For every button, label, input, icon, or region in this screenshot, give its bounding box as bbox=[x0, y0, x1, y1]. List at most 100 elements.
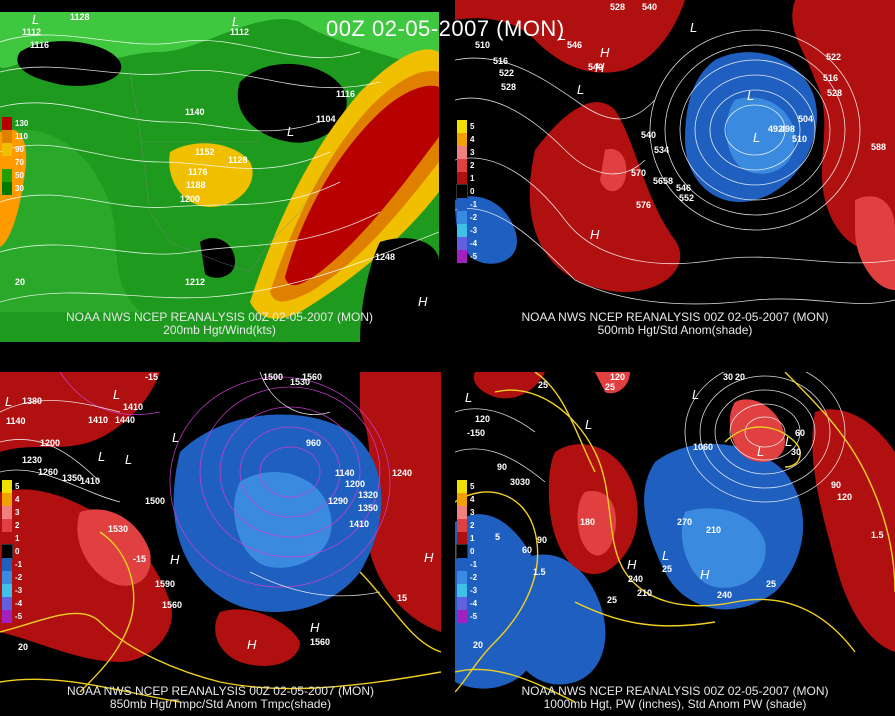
legend-entry: 130 bbox=[2, 117, 28, 130]
legend-label: 110 bbox=[15, 132, 28, 141]
legend-swatch bbox=[2, 597, 12, 610]
legend-entry: 30 bbox=[2, 182, 28, 195]
contour-label: 1116 bbox=[336, 89, 356, 99]
high-pressure-marker: H bbox=[247, 637, 257, 652]
legend-entry: 1 bbox=[457, 172, 477, 185]
contour-label: 1200 bbox=[180, 194, 201, 204]
contour-label: 1440 bbox=[115, 415, 136, 425]
legend-label: -1 bbox=[470, 560, 478, 569]
legend-entry: -3 bbox=[457, 224, 477, 237]
low-pressure-marker: L bbox=[690, 20, 698, 35]
legend-label: 2 bbox=[470, 521, 475, 530]
legend-label: 0 bbox=[470, 547, 475, 556]
legend-swatch bbox=[457, 237, 467, 250]
panel-caption-source: NOAA NWS NCEP REANALYSIS 00Z 02-05-2007 … bbox=[67, 684, 374, 698]
legend-label: 30 bbox=[15, 184, 24, 193]
legend-entry: -1 bbox=[457, 558, 477, 571]
legend-entry: 3 bbox=[457, 506, 477, 519]
legend-entry: 5 bbox=[2, 480, 22, 493]
contour-label: 1200 bbox=[345, 479, 366, 489]
high-pressure-marker: H bbox=[310, 620, 320, 635]
contour-label: 3030 bbox=[510, 477, 531, 487]
contour-label: 1240 bbox=[392, 468, 413, 478]
legend-entry: -3 bbox=[457, 584, 477, 597]
panel-caption-field: 500mb Hgt/Std Anom(shade) bbox=[597, 323, 753, 337]
panel-200mb-height-wind: 130 110 90 70 50 30 1128 1116 1112 1112 1140 1152 1… bbox=[0, 12, 439, 342]
panel-caption-source: NOAA NWS NCEP REANALYSIS 00Z 02-05-2007 … bbox=[521, 684, 829, 698]
legend-swatch bbox=[2, 169, 12, 182]
legend-entry: -2 bbox=[457, 571, 477, 584]
legend-entry: 2 bbox=[457, 519, 477, 532]
legend-swatch bbox=[2, 156, 12, 169]
contour-label: 60 bbox=[522, 545, 533, 555]
contour-label: 570 bbox=[631, 168, 647, 178]
legend-label: 2 bbox=[15, 521, 20, 530]
low-pressure-marker: L bbox=[757, 444, 765, 459]
contour-label: 1128 bbox=[228, 155, 248, 165]
panel-1000mb-precipitable-water: 5 4 3 2 1 0 -1 -2 -3 -4 -5 120 30 20 25 25 120 -150 1060 9… bbox=[455, 372, 895, 716]
low-pressure-marker: L bbox=[98, 449, 106, 464]
legend-entry: -5 bbox=[2, 610, 22, 623]
contour-label: 1380 bbox=[22, 396, 43, 406]
panel-caption-field: 1000mb Hgt, PW (inches), Std Anom PW (sh… bbox=[543, 697, 807, 711]
low-pressure-marker: L bbox=[5, 394, 13, 409]
legend-std-anomaly: 5 4 3 2 1 0 -1 -2 -3 -4 -5 bbox=[1, 480, 22, 623]
contour-label: 20 bbox=[735, 372, 746, 382]
contour-label: 498 bbox=[780, 124, 796, 134]
contour-label: 1320 bbox=[358, 490, 379, 500]
contour-label: 1152 bbox=[195, 147, 215, 157]
legend-label: 3 bbox=[15, 508, 20, 517]
legend-entry: 2 bbox=[457, 159, 477, 172]
map-200mb-wind bbox=[0, 12, 439, 342]
legend-swatch bbox=[2, 182, 12, 195]
contour-label: 1500 bbox=[263, 372, 284, 382]
legend-swatch bbox=[457, 159, 467, 172]
map-1000mb-pw-anomaly bbox=[455, 372, 895, 716]
legend-swatch bbox=[457, 610, 467, 623]
legend-entry: 3 bbox=[457, 146, 477, 159]
contour-label: 1200 bbox=[40, 438, 61, 448]
legend-swatch bbox=[457, 120, 467, 133]
contour-label: 1350 bbox=[358, 503, 379, 513]
low-pressure-marker: L bbox=[585, 417, 593, 432]
panel-500mb-height-anomaly: 5 4 3 2 1 0 -1 -2 -3 -4 -5 528 540 510 516 522 528 546 54… bbox=[455, 0, 895, 342]
contour-label: 522 bbox=[826, 52, 842, 62]
contour-label: 1104 bbox=[316, 114, 336, 124]
contour-label: 240 bbox=[717, 590, 733, 600]
contour-label: 540 bbox=[641, 130, 657, 140]
contour-label: 510 bbox=[792, 134, 808, 144]
contour-label: 1260 bbox=[38, 467, 59, 477]
legend-std-anomaly: 5 4 3 2 1 0 -1 -2 -3 -4 -5 bbox=[456, 480, 477, 623]
contour-label: 210 bbox=[637, 588, 653, 598]
legend-swatch bbox=[457, 250, 467, 263]
main-title: 00Z 02-05-2007 (MON) bbox=[326, 16, 565, 41]
legend-label: 1 bbox=[15, 534, 20, 543]
legend-entry: -2 bbox=[2, 571, 22, 584]
legend-swatch bbox=[2, 480, 12, 493]
legend-swatch bbox=[457, 480, 467, 493]
legend-swatch bbox=[2, 584, 12, 597]
contour-label: 1.5 bbox=[871, 530, 884, 540]
high-pressure-marker: H bbox=[700, 567, 710, 582]
legend-entry: 1 bbox=[2, 532, 22, 545]
legend-label: 5 bbox=[470, 122, 475, 131]
legend-label: 3 bbox=[470, 508, 475, 517]
legend-swatch bbox=[2, 506, 12, 519]
contour-label: 240 bbox=[628, 574, 644, 584]
contour-label: 30 bbox=[791, 447, 802, 457]
legend-label: 5 bbox=[15, 482, 20, 491]
panel-caption-source: NOAA NWS NCEP REANALYSIS 00Z 02-05-2007 … bbox=[66, 310, 373, 324]
legend-swatch bbox=[457, 224, 467, 237]
low-pressure-marker: L bbox=[662, 548, 670, 563]
contour-label: 90 bbox=[497, 462, 508, 472]
legend-entry: 4 bbox=[457, 493, 477, 506]
contour-label: 534 bbox=[654, 145, 670, 155]
low-pressure-marker: L bbox=[747, 88, 755, 103]
contour-label: 1230 bbox=[22, 455, 43, 465]
legend-entry: 0 bbox=[1, 544, 22, 559]
contour-label: 25 bbox=[607, 595, 618, 605]
low-pressure-marker: L bbox=[785, 434, 793, 449]
legend-entry: -1 bbox=[2, 558, 22, 571]
high-pressure-marker: H bbox=[627, 557, 637, 572]
legend-swatch bbox=[457, 493, 467, 506]
